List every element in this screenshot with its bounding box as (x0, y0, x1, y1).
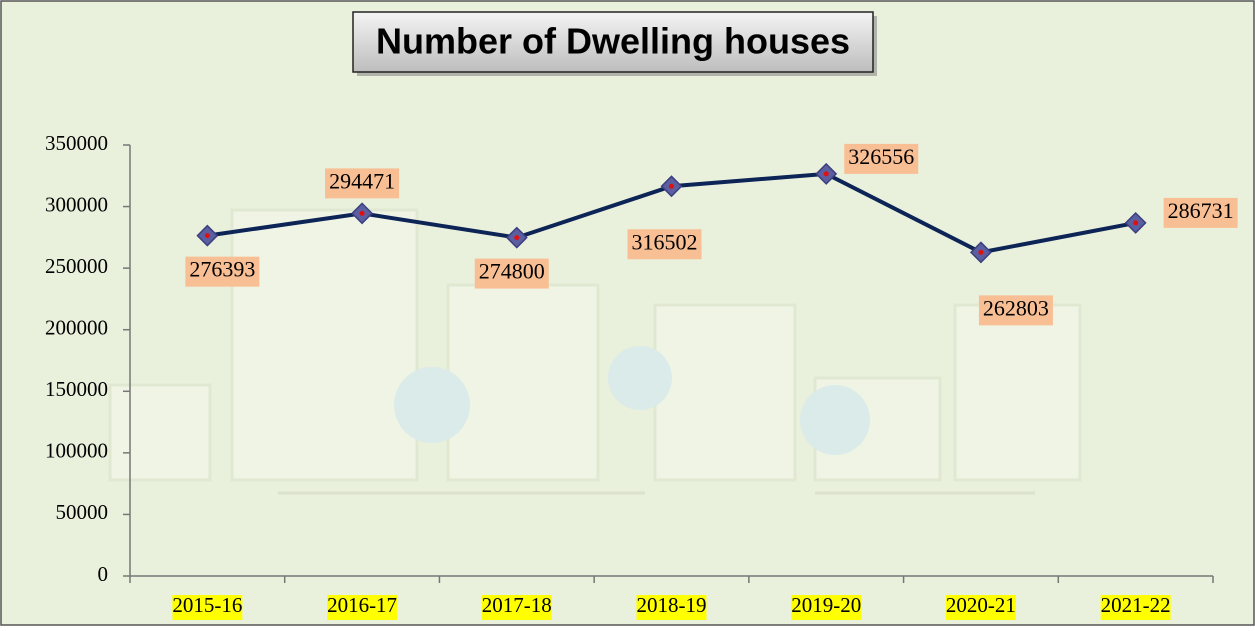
y-tick-label: 250000 (45, 254, 108, 278)
marker-dot (978, 250, 983, 255)
marker-dot (514, 235, 519, 240)
marker-dot (824, 171, 829, 176)
y-tick-label: 350000 (45, 131, 108, 155)
y-tick-label: 100000 (45, 439, 108, 463)
chart-title: Number of Dwelling houses (376, 21, 850, 62)
data-label: 326556 (848, 144, 914, 169)
data-label: 262803 (983, 295, 1049, 320)
y-tick-label: 200000 (45, 316, 108, 340)
x-tick-label: 2016-17 (327, 593, 397, 617)
y-tick-label: 50000 (56, 500, 109, 524)
data-label: 286731 (1168, 198, 1234, 223)
data-label: 294471 (329, 168, 395, 193)
x-tick-label: 2015-16 (172, 593, 242, 617)
x-tick-label: 2018-19 (637, 593, 707, 617)
chart: Number of Dwelling houses 0 50000 100000 15… (0, 0, 1255, 626)
marker-dot (205, 233, 210, 238)
x-tick-label: 2020-21 (946, 593, 1016, 617)
marker-dot (1133, 220, 1138, 225)
data-label: 316502 (632, 229, 698, 254)
x-tick-label: 2021-22 (1101, 593, 1171, 617)
y-tick-label: 150000 (45, 377, 108, 401)
y-tick-label: 0 (98, 562, 109, 586)
marker-dot (669, 184, 674, 189)
data-label: 274800 (479, 259, 545, 284)
data-label: 276393 (189, 257, 255, 282)
x-tick-label: 2017-18 (482, 593, 552, 617)
y-tick-label: 300000 (45, 192, 108, 216)
x-tick-label: 2019-20 (791, 593, 861, 617)
marker-dot (360, 211, 365, 216)
